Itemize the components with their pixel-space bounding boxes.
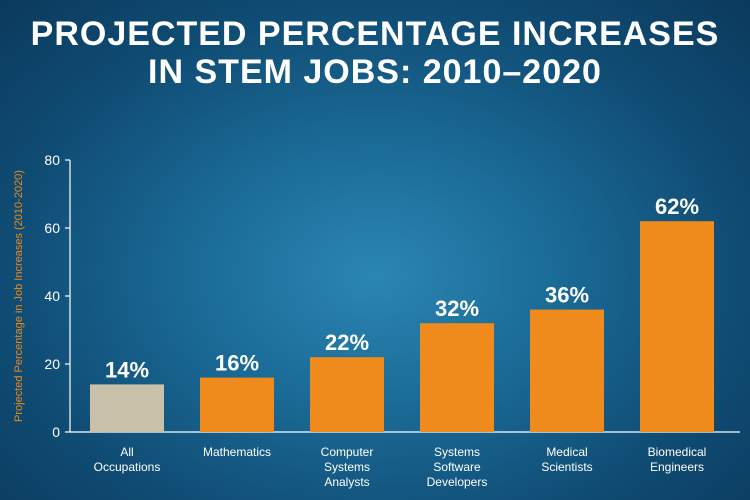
x-tick-label: All Occupations bbox=[94, 445, 161, 474]
bar bbox=[640, 221, 714, 432]
x-tick-label: Mathematics bbox=[203, 445, 271, 459]
x-tick-label: Computer Systems Analysts bbox=[321, 445, 374, 489]
bar bbox=[200, 377, 274, 432]
x-tick-label: Medical Scientists bbox=[541, 445, 592, 474]
bar bbox=[310, 357, 384, 432]
data-label: 32% bbox=[435, 296, 479, 321]
data-label: 16% bbox=[215, 351, 259, 376]
x-tick-label: Systems Software Developers bbox=[427, 445, 488, 489]
chart-title-line-2: IN STEM JOBS: 2010–2020 bbox=[148, 53, 602, 91]
data-label: 62% bbox=[655, 194, 699, 219]
y-tick-label: 40 bbox=[44, 288, 60, 304]
data-label: 22% bbox=[325, 330, 369, 355]
x-tick-label: Biomedical Engineers bbox=[648, 445, 707, 474]
data-label: 14% bbox=[105, 357, 149, 382]
y-tick-label: 80 bbox=[44, 152, 60, 168]
y-axis-title: Projected Percentage in Job Increases (2… bbox=[13, 170, 25, 422]
y-tick-label: 20 bbox=[44, 356, 60, 372]
chart-title-line-1: PROJECTED PERCENTAGE INCREASES bbox=[30, 15, 720, 53]
y-tick-label: 60 bbox=[44, 220, 60, 236]
data-label: 36% bbox=[545, 283, 589, 308]
y-tick-label: 0 bbox=[52, 424, 60, 440]
bar bbox=[530, 309, 604, 432]
bar bbox=[420, 323, 494, 432]
bar bbox=[90, 384, 164, 432]
